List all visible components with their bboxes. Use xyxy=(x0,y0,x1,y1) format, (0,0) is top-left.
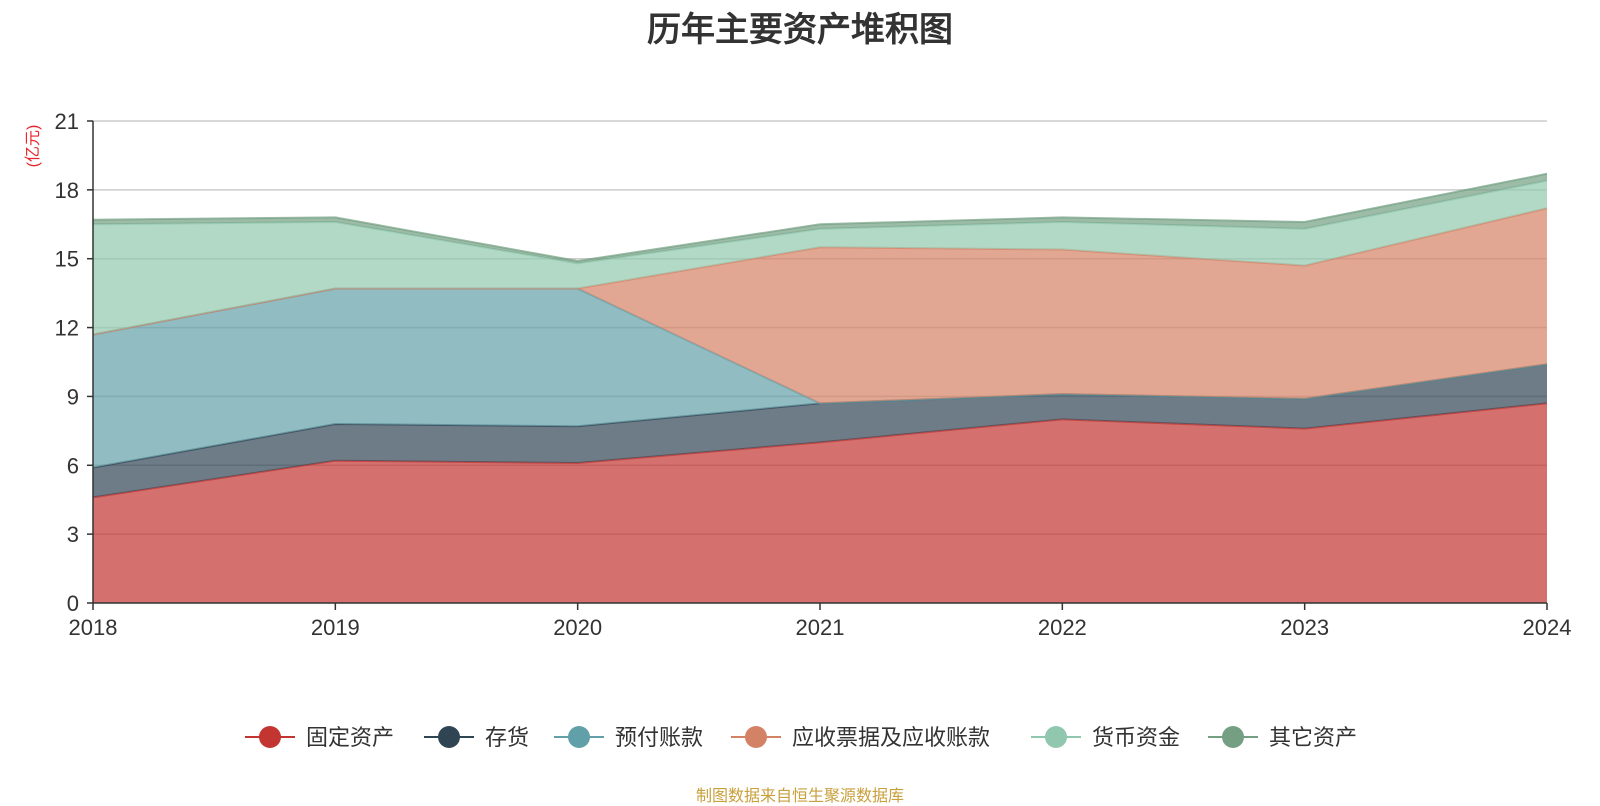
y-tick-label: 9 xyxy=(67,384,79,409)
legend-label: 存货 xyxy=(485,726,529,751)
legend-marker xyxy=(438,726,460,748)
legend-label: 应收票据及应收账款 xyxy=(792,726,990,751)
x-tick-label: 2019 xyxy=(311,615,360,640)
area-预付账款 xyxy=(93,288,1547,468)
y-tick-label: 12 xyxy=(55,316,79,341)
legend-marker xyxy=(745,726,767,748)
legend-item: 固定资产 xyxy=(245,726,394,751)
legend-marker xyxy=(1045,726,1067,748)
x-tick-label: 2021 xyxy=(796,615,845,640)
area-货币资金 xyxy=(93,180,1547,335)
legend-label: 货币资金 xyxy=(1092,726,1180,751)
legend-marker xyxy=(259,726,281,748)
y-unit-label: (亿元) xyxy=(24,125,42,168)
legend-marker xyxy=(568,726,590,748)
legend-marker xyxy=(1222,726,1244,748)
legend-label: 固定资产 xyxy=(306,726,394,751)
y-tick-label: 15 xyxy=(55,247,79,272)
area-应收票据及应收账款 xyxy=(93,208,1547,404)
series-line xyxy=(92,172,1548,263)
legend-item: 应收票据及应收账款 xyxy=(731,726,990,751)
x-tick-label: 2018 xyxy=(69,615,118,640)
x-tick-label: 2022 xyxy=(1038,615,1087,640)
legend-label: 其它资产 xyxy=(1269,726,1357,751)
legend: 固定资产 存货 预付账款 应收票据及应收账款 货币资金 其它资产 xyxy=(245,726,1357,751)
area-series xyxy=(92,172,1548,603)
y-tick-label: 0 xyxy=(67,591,79,616)
area-其它资产 xyxy=(93,173,1547,264)
area-固定资产 xyxy=(93,403,1547,603)
x-tick-label: 2023 xyxy=(1280,615,1329,640)
legend-item: 其它资产 xyxy=(1208,726,1357,751)
y-tick-label: 3 xyxy=(67,522,79,547)
axes: 0 3 6 9 12 15 18 21 2018 2019 2020 2021 2022 2023 2024 xyxy=(55,109,1572,640)
legend-item: 预付账款 xyxy=(554,726,703,751)
legend-label: 预付账款 xyxy=(615,726,703,751)
y-tick-label: 6 xyxy=(67,453,79,478)
x-tick-label: 2024 xyxy=(1523,615,1572,640)
x-tick-label: 2020 xyxy=(553,615,602,640)
area-存货 xyxy=(93,364,1547,498)
legend-item: 存货 xyxy=(424,726,529,751)
y-tick-label: 21 xyxy=(55,109,79,134)
data-source-footer: 制图数据来自恒生聚源数据库 xyxy=(695,786,904,805)
y-tick-label: 18 xyxy=(55,178,79,203)
chart-title: 历年主要资产堆积图 xyxy=(647,10,953,50)
legend-item: 货币资金 xyxy=(1031,726,1180,751)
